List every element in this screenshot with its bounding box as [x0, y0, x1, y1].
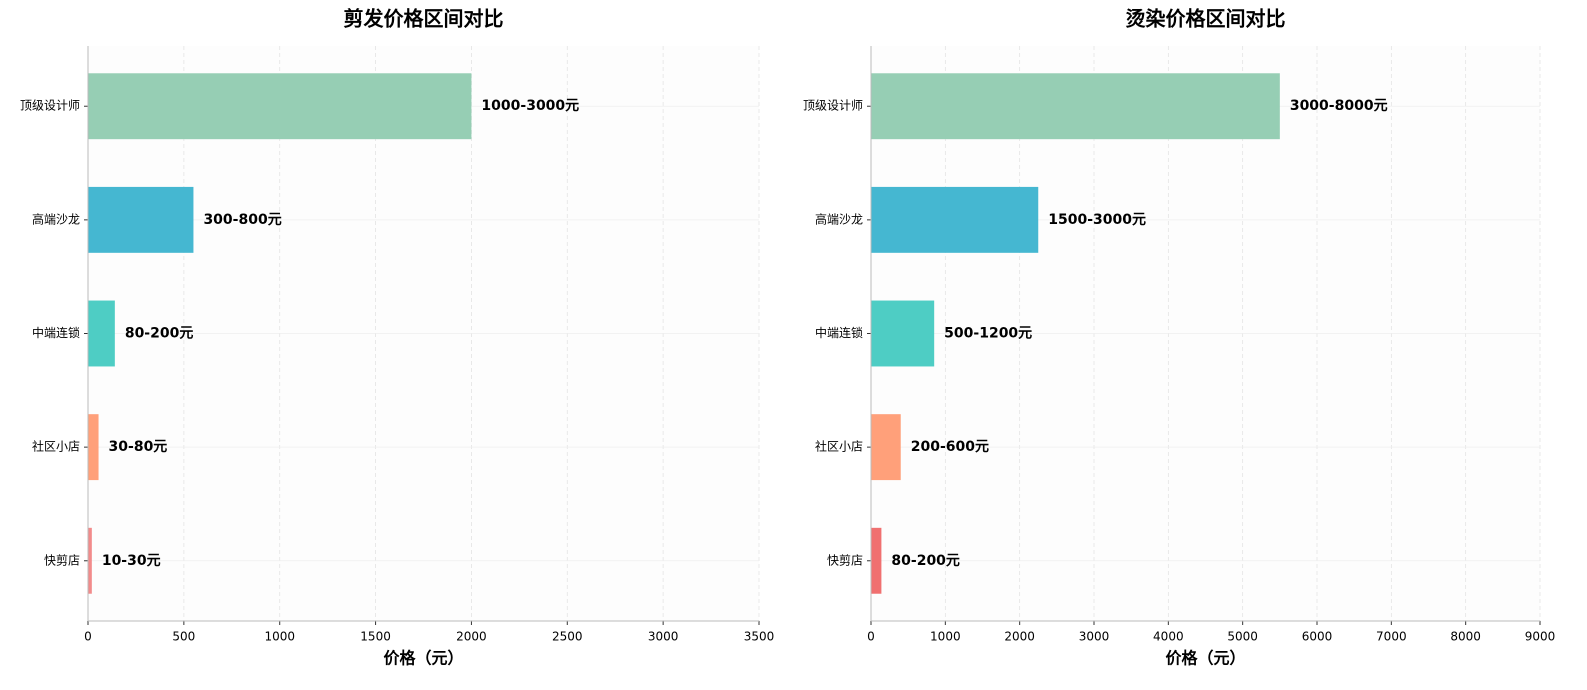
- x-tick-label: 9000: [1525, 630, 1556, 644]
- value-label: 30-80元: [109, 439, 168, 455]
- value-label: 1000-3000元: [481, 98, 579, 114]
- bar: [871, 527, 882, 594]
- value-label: 300-800元: [203, 212, 281, 228]
- value-label: 500-1200元: [944, 326, 1032, 342]
- y-tick-label: 顶级设计师: [803, 99, 863, 113]
- value-label: 80-200元: [891, 553, 960, 569]
- y-tick-label: 高端沙龙: [815, 211, 863, 226]
- x-tick-label: 1500: [360, 630, 391, 644]
- y-tick-label: 高端沙龙: [32, 211, 80, 226]
- x-tick-label: 2500: [552, 630, 583, 644]
- chart-title: 剪发价格区间对比: [344, 7, 504, 31]
- x-tick-label: 8000: [1450, 630, 1481, 644]
- x-tick-label: 7000: [1376, 630, 1407, 644]
- bar: [88, 73, 472, 140]
- y-tick-label: 社区小店: [32, 439, 80, 454]
- bar: [88, 300, 115, 367]
- x-tick-label: 2000: [1004, 630, 1035, 644]
- x-tick-label: 0: [84, 630, 92, 644]
- x-axis-label: 价格（元）: [1165, 649, 1245, 668]
- x-tick-label: 0: [867, 630, 875, 644]
- x-tick-label: 1000: [264, 630, 295, 644]
- bar: [88, 186, 194, 253]
- value-label: 3000-8000元: [1290, 98, 1388, 114]
- bar: [871, 186, 1039, 253]
- x-tick-label: 6000: [1302, 630, 1333, 644]
- x-tick-label: 3000: [648, 630, 679, 644]
- bar: [871, 300, 935, 367]
- y-tick-label: 社区小店: [815, 439, 863, 454]
- bar: [88, 527, 92, 594]
- x-tick-label: 5000: [1227, 630, 1258, 644]
- y-tick-label: 中端连锁: [32, 325, 80, 340]
- bar: [871, 414, 901, 481]
- value-label: 80-200元: [125, 326, 194, 342]
- chart-title: 烫染价格区间对比: [1126, 7, 1286, 31]
- bar: [88, 414, 99, 481]
- y-tick-label: 顶级设计师: [20, 99, 80, 113]
- y-tick-label: 中端连锁: [815, 325, 863, 340]
- y-tick-label: 快剪店: [827, 552, 863, 567]
- value-label: 200-600元: [911, 439, 989, 455]
- x-tick-label: 1000: [930, 630, 961, 644]
- x-axis-label: 价格（元）: [383, 649, 463, 668]
- x-tick-label: 3500: [744, 630, 775, 644]
- x-tick-label: 2000: [456, 630, 487, 644]
- value-label: 10-30元: [102, 553, 161, 569]
- value-label: 1500-3000元: [1048, 212, 1146, 228]
- x-tick-label: 4000: [1153, 630, 1184, 644]
- bar: [871, 73, 1280, 140]
- x-tick-label: 3000: [1079, 630, 1110, 644]
- x-tick-label: 500: [172, 630, 195, 644]
- y-tick-label: 快剪店: [44, 552, 80, 567]
